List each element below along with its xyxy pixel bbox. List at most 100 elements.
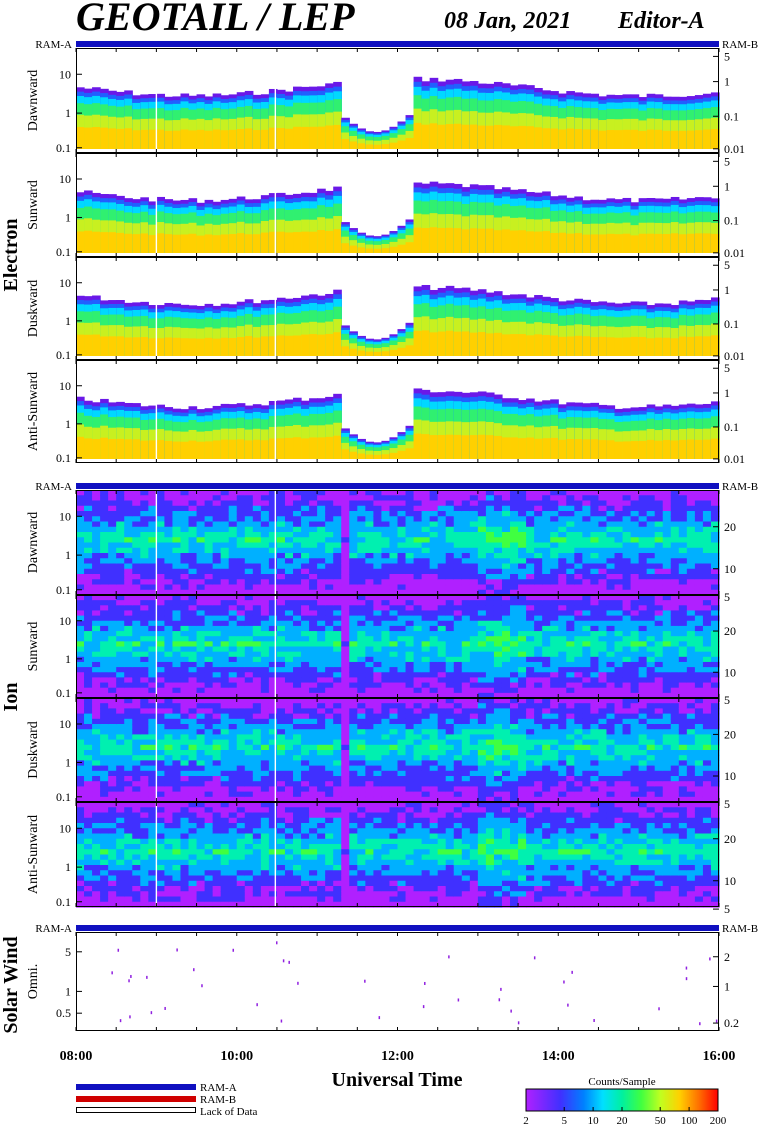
- spectrum-cell: [108, 495, 117, 502]
- spectrum-cell: [92, 661, 101, 668]
- spectrum-cell: [349, 568, 358, 575]
- spectrum-cell: [526, 532, 535, 538]
- spectrum-cell: [236, 605, 246, 612]
- spectrum-cell: [317, 584, 326, 591]
- spectrum-cell: [381, 615, 391, 622]
- spectrum-cell: [381, 625, 391, 632]
- spectrum-cell: [686, 500, 696, 507]
- spectrum-cell: [140, 636, 149, 642]
- spectrum-cell: [534, 579, 543, 586]
- spectrum-cell: [124, 558, 133, 565]
- spectrum-cell: [284, 625, 294, 632]
- spectrum-cell: [590, 439, 600, 459]
- spectrum-cell: [100, 505, 109, 512]
- spectrum-cell: [397, 641, 407, 648]
- spectrum-cell: [140, 542, 149, 549]
- spectrum-cell: [493, 435, 503, 459]
- spectrum-cell: [293, 682, 302, 689]
- spectrum-cell: [461, 656, 471, 663]
- spectrum-cell: [590, 558, 600, 565]
- spectrum-cell: [76, 610, 85, 617]
- spectrum-cell: [590, 490, 600, 496]
- spectrum-cell: [678, 495, 688, 502]
- spectrum-cell: [228, 600, 238, 606]
- spectrum-cell: [260, 584, 270, 591]
- spectrum-cell: [212, 568, 222, 575]
- spectrum-cell: [349, 631, 358, 637]
- spectrum-cell: [284, 563, 294, 570]
- spectrum-cell: [445, 661, 455, 668]
- spectrum-cell: [260, 682, 270, 689]
- spectrum-cell: [477, 692, 487, 699]
- spectrum-cell: [606, 516, 616, 523]
- spectrum-cell: [236, 505, 246, 512]
- spectrum-cell: [694, 495, 704, 502]
- spectrum-cell: [542, 667, 551, 673]
- spectrum-cell: [501, 636, 511, 642]
- spectrum-cell: [397, 563, 407, 570]
- spectrum-cell: [252, 563, 262, 570]
- spectrum-cell: [148, 595, 157, 601]
- spectrum-cell: [325, 661, 334, 668]
- spectrum-cell: [100, 656, 109, 663]
- spectrum-cell: [445, 532, 455, 538]
- spectrum-cell: [694, 574, 704, 580]
- spectrum-cell: [220, 620, 230, 627]
- spectrum-cell: [317, 505, 326, 512]
- spectrum-cell: [156, 568, 166, 575]
- spectrum-cell: [108, 677, 117, 684]
- spectrum-cell: [493, 646, 503, 653]
- spectrum-cell: [550, 651, 559, 658]
- spectrum-cell: [453, 646, 463, 653]
- spectrum-cell: [212, 558, 222, 565]
- spectrum-cell: [702, 516, 712, 523]
- spectrum-cell: [284, 526, 294, 533]
- spectrum-cell: [156, 605, 166, 612]
- spectrum-cell: [100, 641, 109, 648]
- spectrum-cell: [220, 641, 230, 648]
- spectrum-cell: [148, 584, 157, 591]
- spectrum-cell: [268, 579, 278, 586]
- spectrum-cell: [236, 532, 246, 538]
- spectrum-cell: [333, 124, 342, 149]
- spectrum-cell: [349, 687, 358, 694]
- spectrum-cell: [252, 579, 262, 586]
- spectrum-cell: [437, 553, 447, 559]
- spectrum-cell: [461, 600, 471, 606]
- spectrum-cell: [84, 595, 93, 601]
- spectrum-cell: [284, 584, 294, 591]
- spectrum-cell: [493, 558, 503, 565]
- spectrum-cell: [116, 625, 125, 632]
- spectrum-cell: [156, 490, 166, 496]
- spectrum-cell: [397, 558, 407, 565]
- spectrum-cell: [381, 547, 391, 554]
- spectrum-cell: [100, 625, 109, 632]
- spectrum-cell: [349, 692, 358, 699]
- spectrum-cell: [204, 337, 214, 356]
- spectrum-cell: [365, 516, 374, 523]
- spectrum-cell: [518, 661, 527, 668]
- spectrum-cell: [702, 558, 712, 565]
- spectrum-cell: [317, 563, 326, 570]
- spectrum-cell: [429, 641, 439, 648]
- spectrum-cell: [638, 490, 648, 496]
- spectrum-cell: [542, 672, 551, 678]
- spectrum-cell: [301, 334, 310, 356]
- spectrum-cell: [301, 661, 310, 668]
- spectrum-cell: [212, 547, 222, 554]
- spectrum-cell: [76, 505, 85, 512]
- spectrum-cell: [188, 589, 198, 596]
- spectrum-cell: [710, 558, 720, 565]
- spectrum-cell: [188, 233, 198, 253]
- spectrum-cell: [172, 130, 182, 149]
- spectrum-cell: [212, 682, 222, 689]
- spectrum-cell: [212, 631, 222, 637]
- spectrum-cell: [485, 125, 495, 149]
- spectrum-cell: [421, 692, 431, 699]
- spectrum-cell: [686, 553, 696, 559]
- spectrum-cell: [76, 231, 85, 253]
- spectrum-cell: [156, 542, 166, 549]
- spectrum-cell: [228, 672, 238, 678]
- spectrum-cell: [140, 574, 149, 580]
- spectrum-cell: [100, 500, 109, 507]
